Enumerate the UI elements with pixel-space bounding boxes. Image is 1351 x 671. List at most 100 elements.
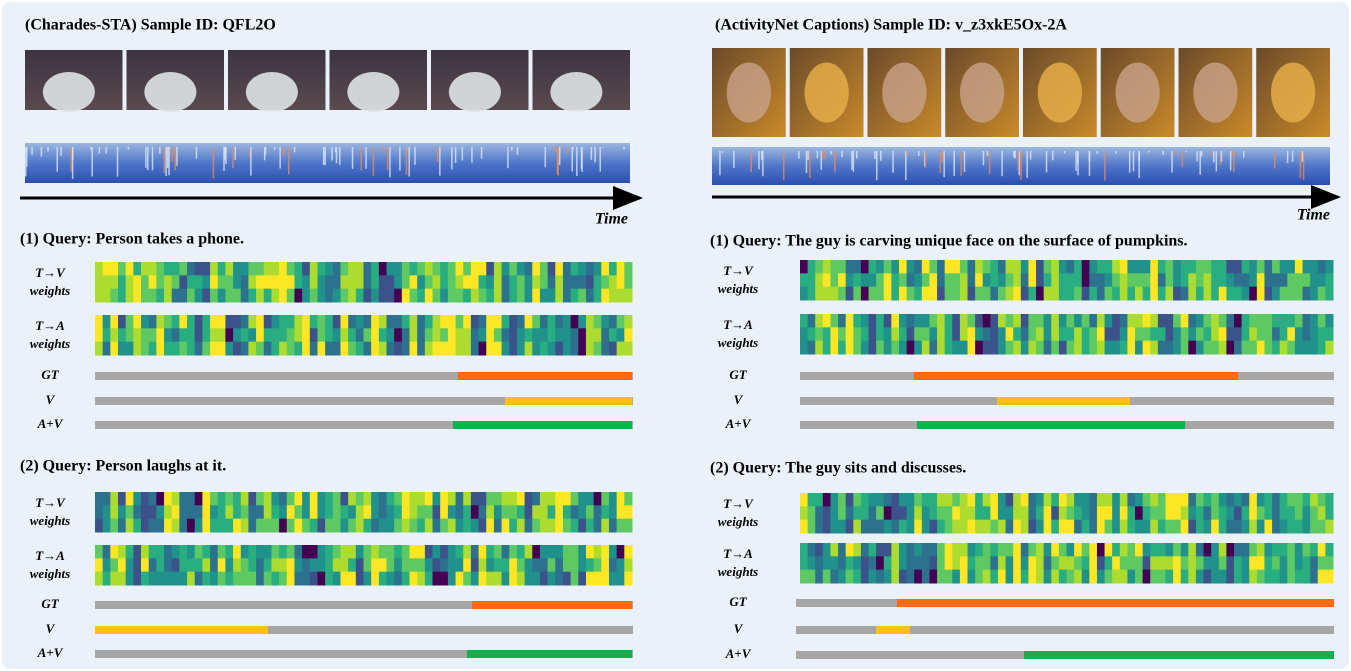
- heatmap-cell: [118, 315, 126, 329]
- heatmap-cell: [937, 493, 945, 507]
- heatmap-cell: [990, 273, 998, 287]
- heatmap-cell: [440, 572, 448, 586]
- heatmap-cell: [110, 572, 118, 586]
- heatmap-cell: [1188, 493, 1196, 507]
- heatmap-cell: [233, 328, 241, 342]
- timeline-segment: [997, 397, 1130, 405]
- heatmap-cell: [968, 543, 976, 557]
- heatmap-cell: [891, 556, 899, 570]
- spectrogram-streak: [70, 147, 72, 172]
- heatmap-cell: [325, 275, 333, 289]
- heatmap-cell: [800, 493, 808, 507]
- heatmap-cell: [998, 543, 1006, 557]
- heatmap-cell: [609, 545, 617, 559]
- heatmap-cell: [1089, 520, 1097, 534]
- heatmap-cell: [815, 314, 823, 328]
- heatmap-cell: [1059, 341, 1067, 355]
- heatmap-cell: [494, 315, 502, 329]
- heatmap-cell: [571, 342, 579, 356]
- heatmap-cell: [601, 519, 609, 533]
- heatmap-cell: [463, 505, 471, 519]
- heatmap-cell: [149, 558, 157, 572]
- heatmap-cell: [563, 545, 571, 559]
- heatmap-cell: [448, 289, 456, 303]
- heatmap-cell: [1135, 287, 1143, 301]
- heatmap-cell: [463, 572, 471, 586]
- heatmap-cell: [1120, 506, 1128, 520]
- heatmap-cell: [1264, 493, 1272, 507]
- heatmap-cell: [264, 519, 272, 533]
- heatmap-cell: [1181, 520, 1189, 534]
- heatmap-cell: [578, 519, 586, 533]
- heatmap-cell: [1204, 260, 1212, 274]
- heatmap-cell: [1219, 273, 1227, 287]
- heatmap-cell: [225, 545, 233, 559]
- heatmap-cell: [410, 545, 418, 559]
- heatmap-cell: [914, 520, 922, 534]
- heatmap-cell: [302, 572, 310, 586]
- query-text: (1) Query: The guy is carving unique fac…: [710, 233, 1188, 250]
- heatmap-cell: [103, 558, 111, 572]
- spectrogram-streak: [925, 151, 927, 167]
- heatmap-cell: [1325, 520, 1333, 534]
- heatmap-cell: [1211, 314, 1219, 328]
- heatmap-cell: [975, 543, 983, 557]
- heatmap-cell: [456, 519, 464, 533]
- heatmap-cell: [1264, 327, 1272, 341]
- heatmap-cell: [838, 493, 846, 507]
- heatmap-cell: [287, 328, 295, 342]
- heatmap-cell: [479, 262, 487, 276]
- spectrogram-streak: [232, 147, 234, 168]
- heatmap-cell: [853, 341, 861, 355]
- heatmap-cell: [509, 328, 517, 342]
- heatmap-cell: [975, 556, 983, 570]
- heatmap-cell: [156, 505, 164, 519]
- heatmap-cell: [95, 328, 103, 342]
- heatmap-cell: [294, 328, 302, 342]
- heatmap-cell: [1234, 520, 1242, 534]
- heatmap-cell: [808, 556, 816, 570]
- heatmap-cell: [471, 558, 479, 572]
- heatmap-cell: [1196, 341, 1204, 355]
- heatmap-cell: [929, 570, 937, 584]
- heatmap-cell: [164, 289, 172, 303]
- row-label: weights: [718, 564, 758, 579]
- heatmap-cell: [310, 572, 318, 586]
- heatmap-cell: [861, 543, 869, 557]
- heatmap-cell: [1264, 314, 1272, 328]
- heatmap-cell: [456, 558, 464, 572]
- spectrogram-streak: [983, 151, 985, 165]
- heatmap-cell: [891, 543, 899, 557]
- heatmap-cell: [371, 572, 379, 586]
- heatmap-cell: [448, 519, 456, 533]
- heatmap-cell: [624, 492, 632, 506]
- heatmap-cell: [1021, 570, 1029, 584]
- heatmap-cell: [317, 558, 325, 572]
- heatmap-cell: [279, 572, 287, 586]
- heatmap-cell: [279, 342, 287, 356]
- heatmap-cell: [325, 315, 333, 329]
- heatmap-cell: [156, 558, 164, 572]
- frame-detail: [1038, 63, 1082, 123]
- heatmap-cell: [609, 558, 617, 572]
- heatmap-cell: [433, 572, 441, 586]
- heatmap-cell: [1249, 506, 1257, 520]
- spectrogram-streak: [853, 151, 855, 172]
- heatmap-cell: [264, 315, 272, 329]
- heatmap-cell: [463, 315, 471, 329]
- heatmap-cell: [333, 275, 341, 289]
- row-label: T→V: [723, 496, 754, 511]
- heatmap-cell: [340, 572, 348, 586]
- heatmap-cell: [387, 558, 395, 572]
- heatmap-cell: [448, 558, 456, 572]
- heatmap-cell: [425, 275, 433, 289]
- row-label: T→A: [35, 318, 65, 333]
- heatmap-cell: [233, 519, 241, 533]
- heatmap-cell: [1127, 287, 1135, 301]
- heatmap-cell: [945, 543, 953, 557]
- heatmap-cell: [356, 545, 364, 559]
- heatmap-cell: [899, 543, 907, 557]
- heatmap-cell: [823, 493, 831, 507]
- heatmap-cell: [340, 262, 348, 276]
- heatmap-cell: [532, 545, 540, 559]
